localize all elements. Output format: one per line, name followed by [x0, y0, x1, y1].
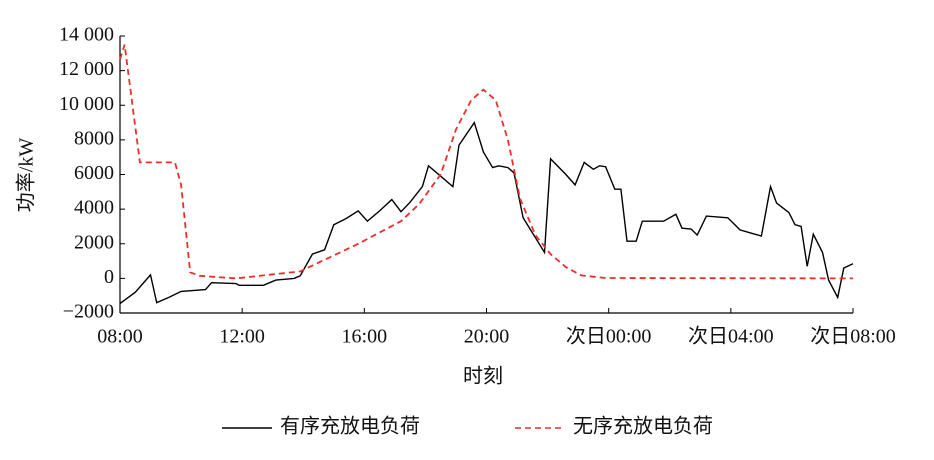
x-axis-label: 时刻 [463, 365, 503, 388]
y-tick-label: 2000 [74, 231, 114, 253]
legend-label: 有序充放电负荷 [280, 415, 420, 438]
y-tick-label: 8000 [74, 127, 114, 149]
x-tick-label: 08:00 [97, 326, 143, 348]
y-tick-label: 6000 [74, 162, 114, 184]
x-tick-label: 次日00:00 [566, 325, 652, 348]
y-tick-label: 14 000 [59, 24, 114, 46]
y-tick-label: 4000 [74, 197, 114, 219]
x-tick-label: 16:00 [342, 326, 388, 348]
x-tick-label: 20:00 [464, 326, 510, 348]
y-tick-label: 10 000 [59, 93, 114, 115]
series-line [119, 44, 854, 280]
series-line [119, 121, 854, 305]
x-tick-label: 次日04:00 [688, 325, 774, 348]
y-tick-label: 12 000 [59, 58, 114, 80]
x-tick-label: 12:00 [219, 326, 265, 348]
legend-label: 无序充放电负荷 [573, 415, 713, 438]
y-axis-label: 功率/kW [15, 138, 38, 213]
x-tick-label: 次日08:00 [810, 325, 896, 348]
y-tick-label: 0 [104, 266, 114, 288]
y-tick-label: −2000 [63, 301, 114, 323]
